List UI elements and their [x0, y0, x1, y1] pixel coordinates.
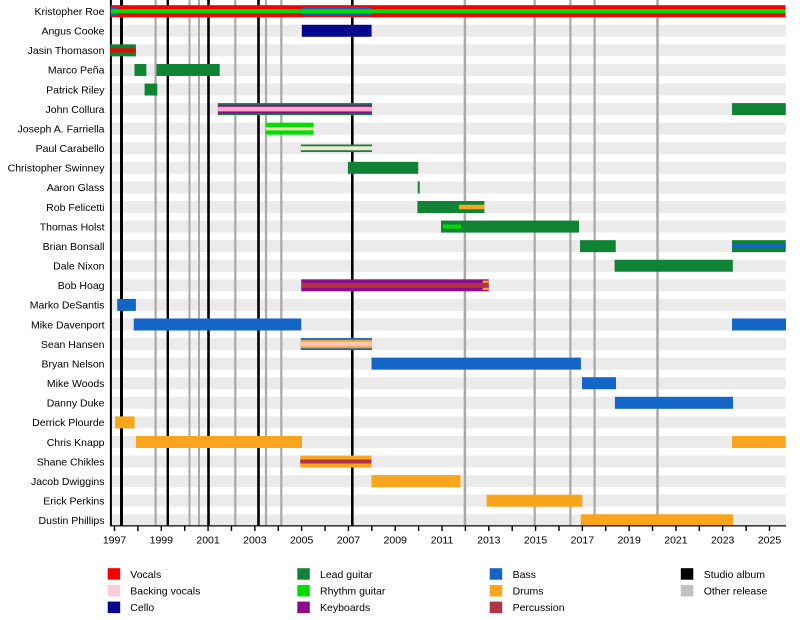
svg-text:Vocals: Vocals: [130, 569, 161, 581]
svg-text:Sean Hansen: Sean Hansen: [41, 339, 105, 351]
svg-text:Keyboards: Keyboards: [320, 602, 370, 614]
svg-text:2003: 2003: [243, 535, 267, 547]
svg-text:2007: 2007: [337, 535, 361, 547]
svg-text:Percussion: Percussion: [513, 602, 565, 614]
svg-text:Kristopher Roe: Kristopher Roe: [34, 6, 104, 18]
svg-text:Danny Duke: Danny Duke: [47, 398, 105, 410]
svg-text:2009: 2009: [384, 535, 408, 547]
svg-text:Dustin Phillips: Dustin Phillips: [39, 515, 105, 527]
svg-text:2001: 2001: [196, 535, 220, 547]
svg-text:Jacob Dwiggins: Jacob Dwiggins: [31, 476, 105, 488]
svg-text:Rob Felicetti: Rob Felicetti: [46, 202, 104, 214]
svg-text:Chris Knapp: Chris Knapp: [47, 437, 105, 449]
svg-text:1997: 1997: [103, 535, 127, 547]
svg-text:Bass: Bass: [513, 569, 536, 581]
svg-text:Rhythm guitar: Rhythm guitar: [320, 586, 386, 598]
svg-text:Studio album: Studio album: [704, 569, 766, 581]
svg-text:2015: 2015: [524, 535, 548, 547]
svg-text:Derrick Plourde: Derrick Plourde: [32, 417, 105, 429]
svg-text:Erick Perkins: Erick Perkins: [43, 496, 104, 508]
svg-text:2017: 2017: [571, 535, 595, 547]
svg-text:Dale Nixon: Dale Nixon: [53, 261, 105, 273]
svg-text:Lead guitar: Lead guitar: [320, 569, 373, 581]
svg-text:Cello: Cello: [130, 602, 154, 614]
svg-text:1999: 1999: [150, 535, 174, 547]
svg-text:John Collura: John Collura: [46, 104, 105, 116]
svg-text:Other release: Other release: [704, 586, 768, 598]
svg-text:Paul Carabello: Paul Carabello: [36, 143, 105, 155]
svg-text:2005: 2005: [290, 535, 314, 547]
svg-text:2021: 2021: [664, 535, 688, 547]
svg-text:2011: 2011: [431, 535, 454, 547]
svg-text:Backing vocals: Backing vocals: [130, 586, 200, 598]
svg-text:2025: 2025: [758, 535, 782, 547]
svg-text:Marco Peña: Marco Peña: [48, 65, 105, 77]
svg-text:2023: 2023: [711, 535, 735, 547]
svg-text:Patrick Riley: Patrick Riley: [46, 84, 105, 96]
svg-text:Bob Hoag: Bob Hoag: [58, 280, 105, 292]
svg-text:Mike Woods: Mike Woods: [47, 378, 105, 390]
svg-text:Shane Chikles: Shane Chikles: [37, 456, 105, 468]
svg-text:Mike Davenport: Mike Davenport: [31, 319, 105, 331]
svg-text:Christopher Swinney: Christopher Swinney: [8, 163, 106, 175]
svg-text:Bryan Nelson: Bryan Nelson: [41, 358, 104, 370]
svg-text:Aaron Glass: Aaron Glass: [47, 182, 105, 194]
svg-text:Brian Bonsall: Brian Bonsall: [43, 241, 105, 253]
svg-text:2013: 2013: [477, 535, 501, 547]
svg-text:Drums: Drums: [513, 586, 544, 598]
svg-text:Angus Cooke: Angus Cooke: [41, 26, 104, 38]
svg-text:Joseph A. Farriella: Joseph A. Farriella: [18, 123, 105, 135]
svg-text:Thomas Holst: Thomas Holst: [40, 221, 105, 233]
svg-text:Marko DeSantis: Marko DeSantis: [30, 300, 105, 312]
svg-text:2019: 2019: [617, 535, 641, 547]
svg-text:Jasin Thomason: Jasin Thomason: [28, 45, 105, 57]
